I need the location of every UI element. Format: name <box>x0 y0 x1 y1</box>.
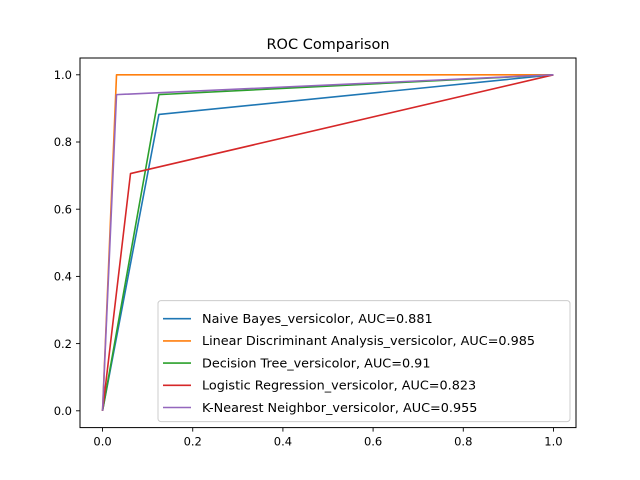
series-lines <box>101 74 554 411</box>
legend-label: Decision Tree_versicolor, AUC=0.91 <box>202 356 430 371</box>
x-tick-label: 0.4 <box>274 435 292 449</box>
legend: Naive Bayes_versicolor, AUC=0.881 Linear … <box>157 300 571 423</box>
x-tick-label: 0.6 <box>364 435 382 449</box>
y-tick-label: 0.2 <box>54 337 72 351</box>
series-line-0 <box>101 74 554 411</box>
series-line-4 <box>101 74 554 411</box>
y-tick-label: 1.0 <box>54 68 72 82</box>
legend-box <box>157 300 571 423</box>
x-tick-label: 0.2 <box>184 435 202 449</box>
legend-label: K-Nearest Neighbor_versicolor, AUC=0.955 <box>202 401 477 416</box>
x-tick-label: 0.0 <box>93 435 111 449</box>
legend-label: Logistic Regression_versicolor, AUC=0.82… <box>202 379 476 394</box>
plot-frame <box>79 57 577 429</box>
x-tick-label: 0.8 <box>454 435 472 449</box>
y-tick-label: 0.6 <box>54 202 72 216</box>
y-axis: 0.0 0.2 0.4 0.6 0.8 1.0 <box>54 68 80 418</box>
series-line-3 <box>101 74 554 411</box>
x-axis: 0.0 0.2 0.4 0.6 0.8 1.0 <box>93 427 563 449</box>
legend-label: Naive Bayes_versicolor, AUC=0.881 <box>202 312 433 327</box>
y-tick-label: 0.0 <box>54 404 72 418</box>
legend-label: Linear Discriminant Analysis_versicolor,… <box>202 334 535 349</box>
y-tick-label: 0.4 <box>54 270 72 284</box>
x-tick-label: 1.0 <box>544 435 562 449</box>
chart-title: ROC Comparison <box>266 37 389 53</box>
y-tick-label: 0.8 <box>54 135 72 149</box>
